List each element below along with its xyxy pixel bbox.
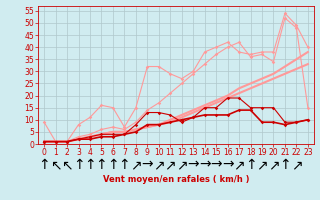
X-axis label: Vent moyen/en rafales ( km/h ): Vent moyen/en rafales ( km/h ) <box>103 175 249 184</box>
